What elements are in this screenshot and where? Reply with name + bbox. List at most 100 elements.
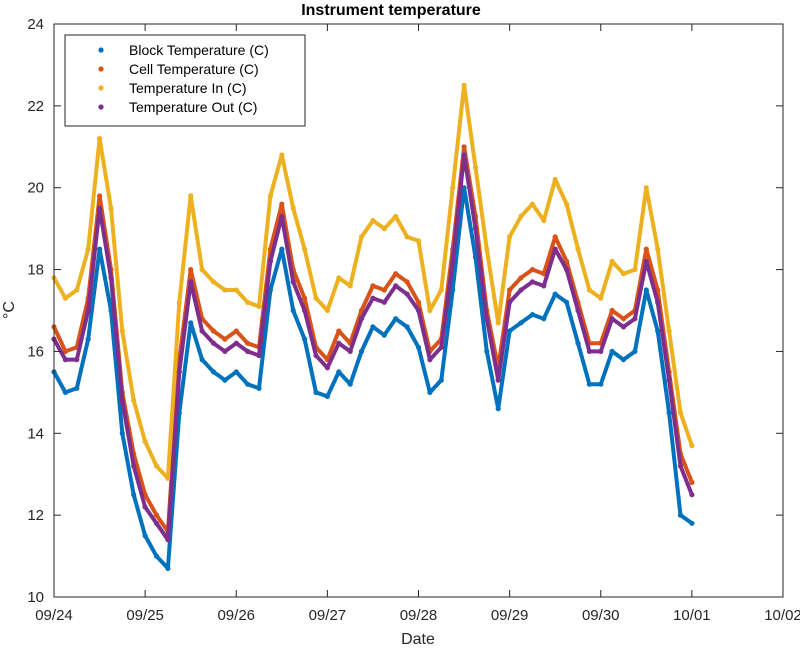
data-point: [586, 381, 593, 387]
data-point: [336, 328, 342, 334]
x-tick-label: 09/27: [309, 607, 347, 624]
data-point: [347, 348, 353, 354]
data-point: [131, 463, 137, 469]
data-point: [484, 348, 490, 354]
data-point: [689, 479, 695, 485]
data-point: [609, 348, 615, 354]
data-point: [131, 492, 137, 498]
data-point: [438, 287, 444, 293]
data-point: [495, 320, 501, 326]
data-point: [256, 303, 262, 309]
data-point: [188, 193, 194, 199]
data-point: [222, 348, 228, 354]
data-point: [62, 357, 68, 363]
y-tick-label: 18: [27, 262, 44, 279]
data-point: [302, 307, 308, 314]
data-point: [495, 406, 501, 412]
y-tick-label: 16: [27, 343, 44, 360]
data-point: [438, 377, 444, 383]
data-point: [222, 377, 228, 383]
data-point: [336, 275, 342, 281]
data-point: [302, 295, 308, 301]
data-point: [427, 307, 433, 314]
data-point: [381, 332, 387, 338]
data-point: [233, 369, 239, 375]
data-point: [279, 246, 285, 252]
legend-marker: [98, 85, 104, 91]
data-point: [245, 299, 251, 305]
series-layer: [51, 82, 695, 572]
data-point: [518, 275, 524, 281]
data-point: [176, 369, 182, 375]
data-point: [290, 279, 296, 285]
data-point: [575, 340, 581, 346]
data-point: [188, 279, 194, 285]
legend-marker: [98, 47, 104, 53]
series-2: [51, 144, 695, 535]
data-point: [358, 348, 365, 354]
data-point: [552, 291, 558, 297]
data-point: [85, 246, 91, 252]
data-point: [598, 295, 604, 301]
data-point: [233, 340, 239, 346]
data-point: [677, 463, 684, 469]
data-point: [381, 299, 387, 305]
data-point: [370, 217, 376, 224]
data-point: [279, 213, 285, 219]
y-tick-label: 12: [27, 507, 44, 524]
data-point: [210, 279, 217, 285]
data-point: [529, 267, 536, 273]
data-point: [393, 271, 399, 277]
data-point: [370, 295, 376, 301]
data-point: [404, 234, 410, 240]
data-point: [518, 213, 524, 219]
data-point: [643, 287, 649, 293]
legend-label: Block Temperature (C): [129, 42, 269, 58]
data-point: [62, 295, 68, 301]
data-point: [245, 381, 251, 387]
legend-label: Temperature In (C): [129, 80, 246, 96]
data-point: [655, 246, 661, 252]
data-point: [358, 307, 365, 314]
data-point: [666, 377, 672, 383]
data-point: [210, 328, 217, 334]
data-point: [245, 348, 251, 354]
data-point: [119, 328, 125, 334]
data-point: [666, 410, 672, 416]
data-point: [131, 397, 137, 404]
data-point: [199, 328, 205, 334]
data-point: [461, 144, 467, 150]
data-point: [507, 287, 513, 293]
series-4: [51, 152, 695, 543]
data-point: [689, 443, 695, 449]
data-point: [267, 258, 273, 264]
data-point: [119, 397, 125, 404]
x-tick-label: 09/28: [400, 607, 438, 624]
data-point: [256, 352, 262, 359]
data-point: [564, 267, 570, 273]
data-point: [461, 152, 467, 158]
y-tick-label: 14: [27, 425, 44, 442]
data-point: [97, 193, 103, 199]
data-point: [529, 279, 536, 285]
data-point: [381, 287, 387, 293]
legend-label: Cell Temperature (C): [129, 61, 259, 77]
data-point: [279, 152, 285, 158]
data-point: [347, 283, 353, 289]
legend: Block Temperature (C) Cell Temperature (C…: [64, 34, 306, 127]
data-point: [74, 287, 80, 293]
data-point: [541, 283, 547, 289]
data-point: [97, 246, 103, 252]
data-point: [575, 246, 581, 252]
data-point: [655, 328, 661, 334]
x-axis-title: Date: [401, 631, 435, 648]
data-point: [324, 393, 330, 399]
data-point: [142, 533, 148, 539]
x-tick-label: 09/26: [217, 607, 255, 624]
data-point: [643, 246, 649, 252]
data-point: [552, 176, 558, 183]
data-point: [222, 336, 228, 342]
data-point: [450, 185, 456, 191]
data-point: [165, 565, 171, 572]
data-point: [609, 258, 615, 264]
